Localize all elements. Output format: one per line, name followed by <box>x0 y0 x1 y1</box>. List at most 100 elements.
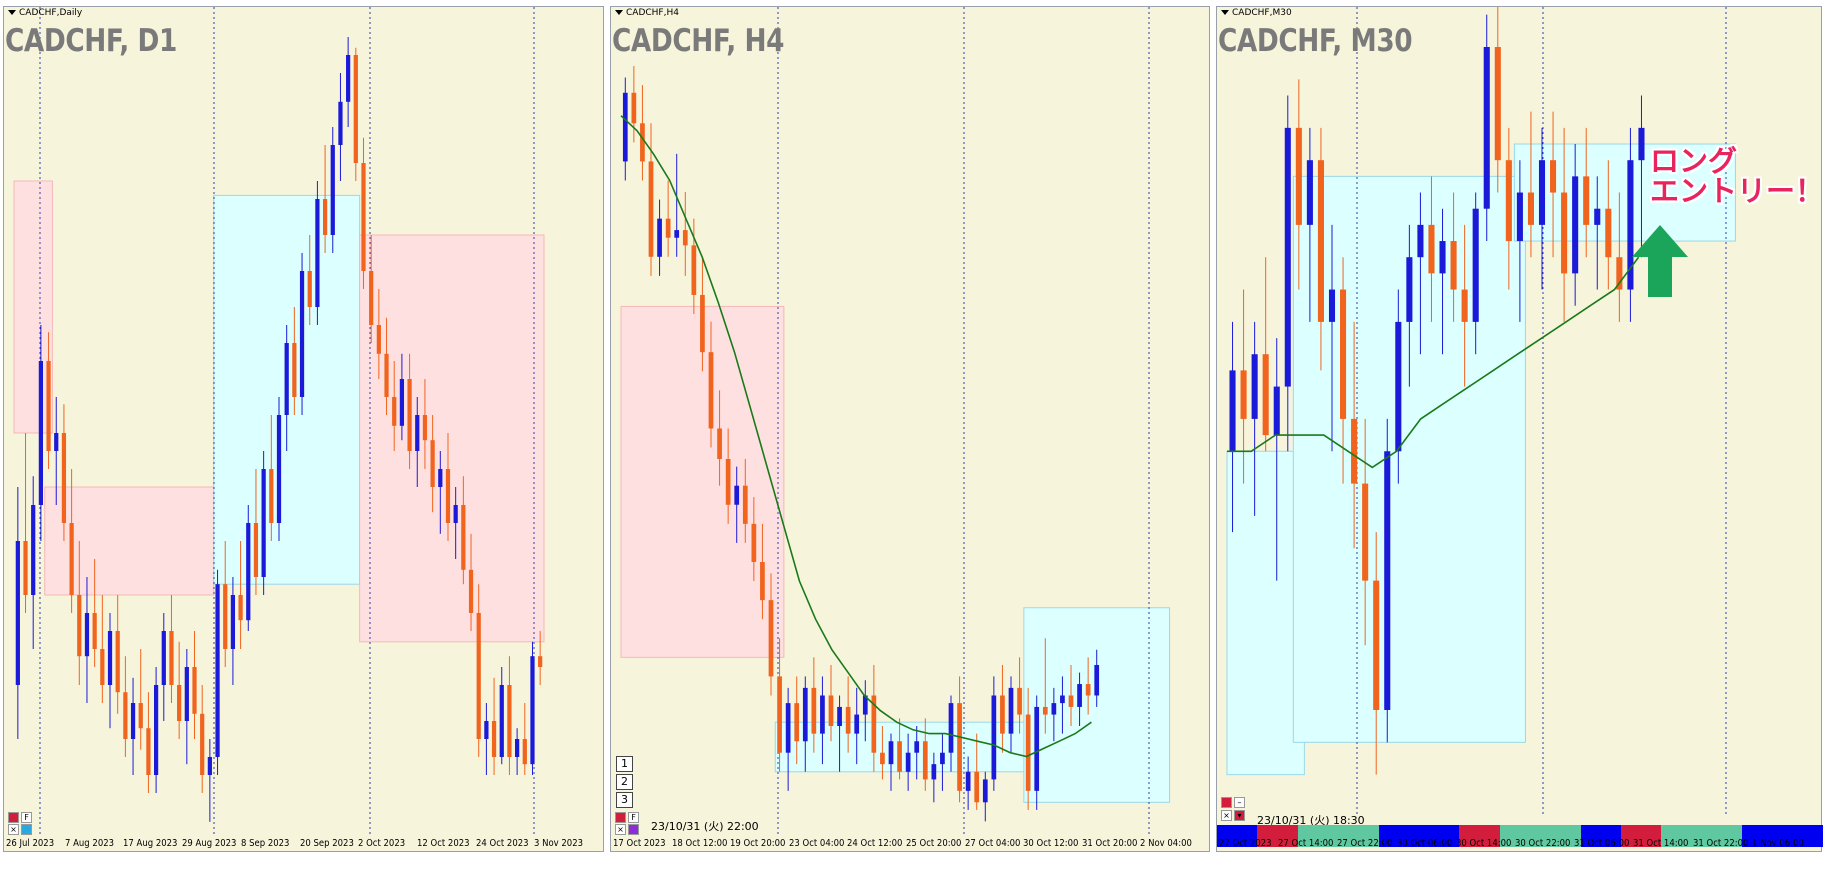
candle-body <box>1505 160 1512 242</box>
candle-body <box>1340 289 1347 419</box>
candle-body <box>276 415 282 523</box>
candle-body <box>931 764 937 780</box>
panel-title: CADCHF, M30 <box>1218 23 1413 59</box>
candle-body <box>1362 483 1369 581</box>
candle-body <box>1572 176 1579 274</box>
candle-body <box>631 92 637 124</box>
date-tick-label: 2 Oct 2023 <box>358 838 406 849</box>
candle-body <box>1229 370 1236 452</box>
candle-body <box>991 695 997 780</box>
close-icon[interactable]: × <box>8 824 19 835</box>
time-stamp: 23/10/31 (火) 22:00 <box>651 820 759 833</box>
candle-body <box>1295 127 1302 225</box>
candle-body <box>1417 224 1424 258</box>
candle-body <box>261 469 266 577</box>
close-icon[interactable]: × <box>1221 810 1232 821</box>
candle-body <box>146 728 151 775</box>
candle-body <box>69 523 74 595</box>
candle-body <box>468 569 474 613</box>
settings-icon[interactable]: ▾ <box>1234 810 1245 821</box>
f-button[interactable]: F <box>628 812 639 823</box>
minimize-icon[interactable] <box>8 812 19 823</box>
candle-body <box>54 433 59 451</box>
date-tick-label: 27 Oct 2023 <box>1219 838 1272 849</box>
candle-body <box>453 505 458 523</box>
date-tick-label: 24 Oct 12:00 <box>847 838 903 849</box>
chart-plot-h4[interactable] <box>611 7 1211 837</box>
candle-body <box>422 415 428 441</box>
candle-body <box>100 649 105 685</box>
date-tick-label: 23 Oct 04:00 <box>788 838 845 849</box>
dropdown-triangle-icon[interactable] <box>8 10 16 15</box>
date-axis-h4: 17 Oct 2023 18 Oct 12:00 19 Oct 20:00 23 Oc… <box>611 835 1209 851</box>
close-icon[interactable]: × <box>615 824 626 835</box>
chart-plot-d1[interactable] <box>4 7 605 837</box>
date-tick-label: 27 Oct 14:00 <box>1278 838 1334 849</box>
candle-body <box>207 757 212 775</box>
candle-body <box>982 779 988 803</box>
minimize-icon[interactable] <box>1221 797 1232 808</box>
candle-body <box>161 631 166 685</box>
candle-body <box>1284 127 1291 387</box>
candle-body <box>1328 289 1336 322</box>
candle-body <box>430 440 435 487</box>
chart-panel-h4[interactable]: CADCHF,H4 CADCHF, H4 1 2 3 F × 23/10/31 … <box>610 6 1210 852</box>
heatbar-segment <box>1661 825 1703 847</box>
candle-body <box>415 415 420 451</box>
heatbar-segment <box>1701 825 1743 847</box>
date-tick-label: 27 Oct 04:00 <box>964 838 1021 849</box>
preset-button-2[interactable]: 2 <box>616 774 633 790</box>
chart-panel-d1[interactable]: CADCHF,Daily CADCHF, D1 F × 26 Jul 2023 7… <box>3 6 604 852</box>
preset-button-3[interactable]: 3 <box>616 792 633 808</box>
candle-body <box>1483 47 1490 209</box>
candle-body <box>315 199 320 307</box>
restore-icon[interactable]: – <box>1234 797 1245 808</box>
candle-body <box>682 230 688 246</box>
candle-body <box>674 230 680 238</box>
candle-body <box>794 703 800 742</box>
settings-icon[interactable] <box>21 824 32 835</box>
date-tick-label: 12 Oct 2023 <box>416 838 470 849</box>
candle-body <box>742 485 748 524</box>
heatbar-segment <box>1297 825 1339 847</box>
chart-panel-m30[interactable]: CADCHF,M30 CADCHF, M30 – × ▾ 23/10/31 (火… <box>1216 6 1824 852</box>
moving-average-line <box>1227 256 1640 469</box>
candle-body <box>538 656 543 667</box>
candle-body <box>1025 714 1031 791</box>
candle-body <box>384 353 389 397</box>
candle-body <box>1638 127 1645 161</box>
preset-button-1[interactable]: 1 <box>616 756 633 772</box>
candle-body <box>153 685 159 775</box>
candle-body <box>92 613 97 649</box>
up-arrow-icon <box>1632 225 1688 297</box>
dropdown-triangle-icon[interactable] <box>615 10 623 15</box>
candle-body <box>700 294 705 353</box>
date-tick-label: 31 Oct 22:00 <box>1692 838 1749 849</box>
candle-body <box>940 752 945 765</box>
candle-body <box>269 469 274 523</box>
candle-body <box>1461 289 1468 322</box>
heatbar-segment <box>1378 825 1420 847</box>
candle-body <box>1306 160 1313 225</box>
candle-body <box>828 695 834 727</box>
candle-body <box>888 741 894 765</box>
heatbar-segment <box>1580 825 1622 847</box>
candle-body <box>1550 160 1557 193</box>
date-tick-label: 19 Oct 20:00 <box>730 838 786 849</box>
dropdown-triangle-icon[interactable] <box>1221 10 1229 15</box>
heatbar-segment <box>1782 825 1824 847</box>
f-button[interactable]: F <box>21 812 32 823</box>
candle-body <box>169 631 174 685</box>
candle-body <box>640 123 645 162</box>
heatbar-segment <box>1621 825 1662 847</box>
candle-body <box>897 741 902 772</box>
minimize-icon[interactable] <box>615 812 626 823</box>
heatbar-segment <box>1217 825 1258 847</box>
settings-icon[interactable] <box>628 824 639 835</box>
candle-body <box>1605 208 1612 258</box>
date-tick-label: 3 Nov 2023 <box>534 838 584 849</box>
candle-body <box>1384 451 1391 710</box>
candle-body <box>1428 224 1435 274</box>
chart-plot-m30[interactable] <box>1217 7 1823 837</box>
heatbar-segment <box>1499 825 1541 847</box>
